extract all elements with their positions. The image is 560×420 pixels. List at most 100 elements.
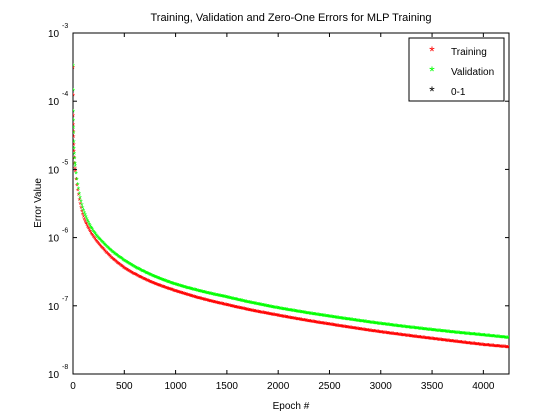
data-point: * (295, 308, 299, 318)
data-point: * (189, 285, 193, 295)
data-point: * (492, 333, 496, 343)
data-point: * (276, 312, 280, 322)
data-point: * (262, 302, 266, 312)
data-point: * (435, 336, 439, 346)
data-point: * (249, 299, 253, 309)
data-point: * (184, 284, 188, 294)
data-point: * (208, 290, 212, 300)
data-point: * (250, 307, 254, 317)
data-point: * (213, 298, 217, 308)
data-point: * (296, 315, 300, 325)
data-point: * (402, 323, 406, 333)
data-point: * (403, 323, 407, 333)
data-point: * (97, 241, 101, 251)
data-point: * (132, 262, 136, 272)
data-point: * (165, 278, 169, 288)
data-point: * (293, 315, 297, 325)
data-point: * (261, 302, 265, 312)
data-point: * (202, 288, 206, 298)
data-point: * (507, 344, 511, 354)
data-point: * (470, 340, 474, 350)
data-point: * (307, 317, 311, 327)
data-point: * (160, 276, 164, 286)
data-point: * (429, 335, 433, 345)
data-point: * (411, 333, 415, 343)
data-point: * (219, 292, 223, 302)
data-point: * (417, 325, 421, 335)
data-point: * (408, 324, 412, 334)
data-point: * (377, 328, 381, 338)
data-point: * (227, 294, 231, 304)
data-point: * (95, 237, 99, 247)
data-point: * (315, 311, 319, 321)
data-point: * (170, 286, 174, 296)
data-point: * (104, 248, 108, 258)
data-point: * (333, 314, 337, 324)
data-point: * (110, 248, 114, 258)
data-point: * (387, 321, 391, 331)
data-point: * (413, 324, 417, 334)
data-point: * (205, 296, 209, 306)
data-point: * (481, 341, 485, 351)
data-point: * (261, 309, 265, 319)
data-point: * (170, 280, 174, 290)
data-point: * (425, 326, 429, 336)
data-point: * (294, 315, 298, 325)
data-point: * (303, 309, 307, 319)
data-point: * (251, 307, 255, 317)
data-point: * (180, 289, 184, 299)
data-point: * (435, 327, 439, 337)
data-point: * (388, 330, 392, 340)
data-point: * (307, 310, 311, 320)
data-point: * (190, 285, 194, 295)
data-point: * (421, 334, 425, 344)
data-point: * (353, 316, 357, 326)
data-point: * (289, 307, 293, 317)
data-point: * (276, 304, 280, 314)
data-point: * (416, 333, 420, 343)
data-point: * (252, 307, 256, 317)
data-point: * (377, 320, 381, 330)
data-point: * (405, 332, 409, 342)
data-point: * (505, 343, 509, 353)
data-point: * (280, 313, 284, 323)
data-point: * (474, 340, 478, 350)
data-point: * (345, 323, 349, 333)
data-point: * (371, 319, 375, 329)
data-point: * (211, 290, 215, 300)
data-point: * (371, 319, 375, 329)
y-tick-label: 10 (48, 302, 60, 313)
data-point: * (225, 293, 229, 303)
data-point: * (238, 304, 242, 314)
data-point: * (412, 324, 416, 334)
data-point: * (207, 297, 211, 307)
data-point: * (387, 330, 391, 340)
data-point: * (87, 225, 91, 235)
data-point: * (486, 332, 490, 342)
data-point: * (109, 253, 113, 263)
data-point: * (490, 342, 494, 352)
data-point: * (351, 324, 355, 334)
data-point: * (173, 280, 177, 290)
data-point: * (424, 334, 428, 344)
data-point: * (245, 306, 249, 316)
data-point: * (254, 300, 258, 310)
data-point: * (192, 293, 196, 303)
x-tick-label: 2500 (318, 381, 341, 392)
data-point: * (427, 326, 431, 336)
data-point: * (483, 332, 487, 342)
data-point: * (393, 322, 397, 332)
data-point: * (325, 312, 329, 322)
data-point: * (298, 316, 302, 326)
data-point: * (237, 296, 241, 306)
data-point: * (212, 291, 216, 301)
data-point: * (412, 333, 416, 343)
data-point: * (501, 343, 505, 353)
data-point: * (151, 279, 155, 289)
data-point: * (403, 323, 407, 333)
data-point: * (417, 333, 421, 343)
data-point: * (158, 282, 162, 292)
data-point: * (344, 323, 348, 333)
data-point: * (179, 282, 183, 292)
